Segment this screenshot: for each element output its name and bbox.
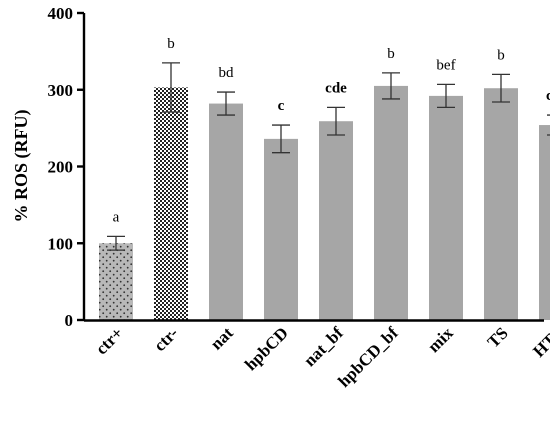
significance-labels-group: a b bd c cde b bef b cdf	[113, 36, 550, 225]
significance-label: b	[167, 36, 175, 52]
significance-label: bef	[436, 57, 455, 73]
y-axis-ticks: 0 100 200 300 400	[48, 4, 84, 330]
bars-group	[99, 85, 550, 321]
x-category-label: hpbCD_bf	[334, 323, 402, 391]
error-bars-group	[107, 62, 550, 251]
x-category-label: ctr-	[150, 323, 182, 355]
significance-label: a	[113, 209, 120, 225]
y-tick-label: 0	[65, 311, 74, 330]
x-category-label: hpbCD	[241, 323, 292, 374]
bar	[319, 121, 353, 320]
bar	[264, 138, 298, 320]
x-category-label: nat	[207, 323, 237, 353]
bar	[209, 103, 243, 320]
significance-label: bd	[219, 65, 235, 81]
significance-label: c	[278, 98, 285, 114]
y-tick-label: 100	[48, 234, 74, 253]
x-category-label: mix	[424, 323, 457, 356]
x-category-label: HTS	[529, 323, 550, 360]
bar	[154, 87, 188, 320]
x-category-label: TS	[484, 323, 512, 351]
significance-label: b	[497, 47, 505, 63]
bar	[539, 125, 550, 321]
x-category-label: nat_bf	[300, 323, 347, 370]
y-tick-label: 200	[48, 158, 74, 177]
significance-label: cdf	[546, 88, 550, 104]
bar	[99, 243, 133, 320]
y-axis-title: % ROS (RFU)	[11, 110, 32, 223]
significance-label: cde	[325, 80, 347, 96]
x-category-label: ctr+	[92, 323, 127, 358]
bar	[484, 88, 518, 320]
significance-label: b	[387, 46, 395, 62]
y-tick-label: 400	[48, 4, 74, 23]
y-tick-label: 300	[48, 81, 74, 100]
bar	[374, 85, 408, 320]
bar	[429, 95, 463, 320]
